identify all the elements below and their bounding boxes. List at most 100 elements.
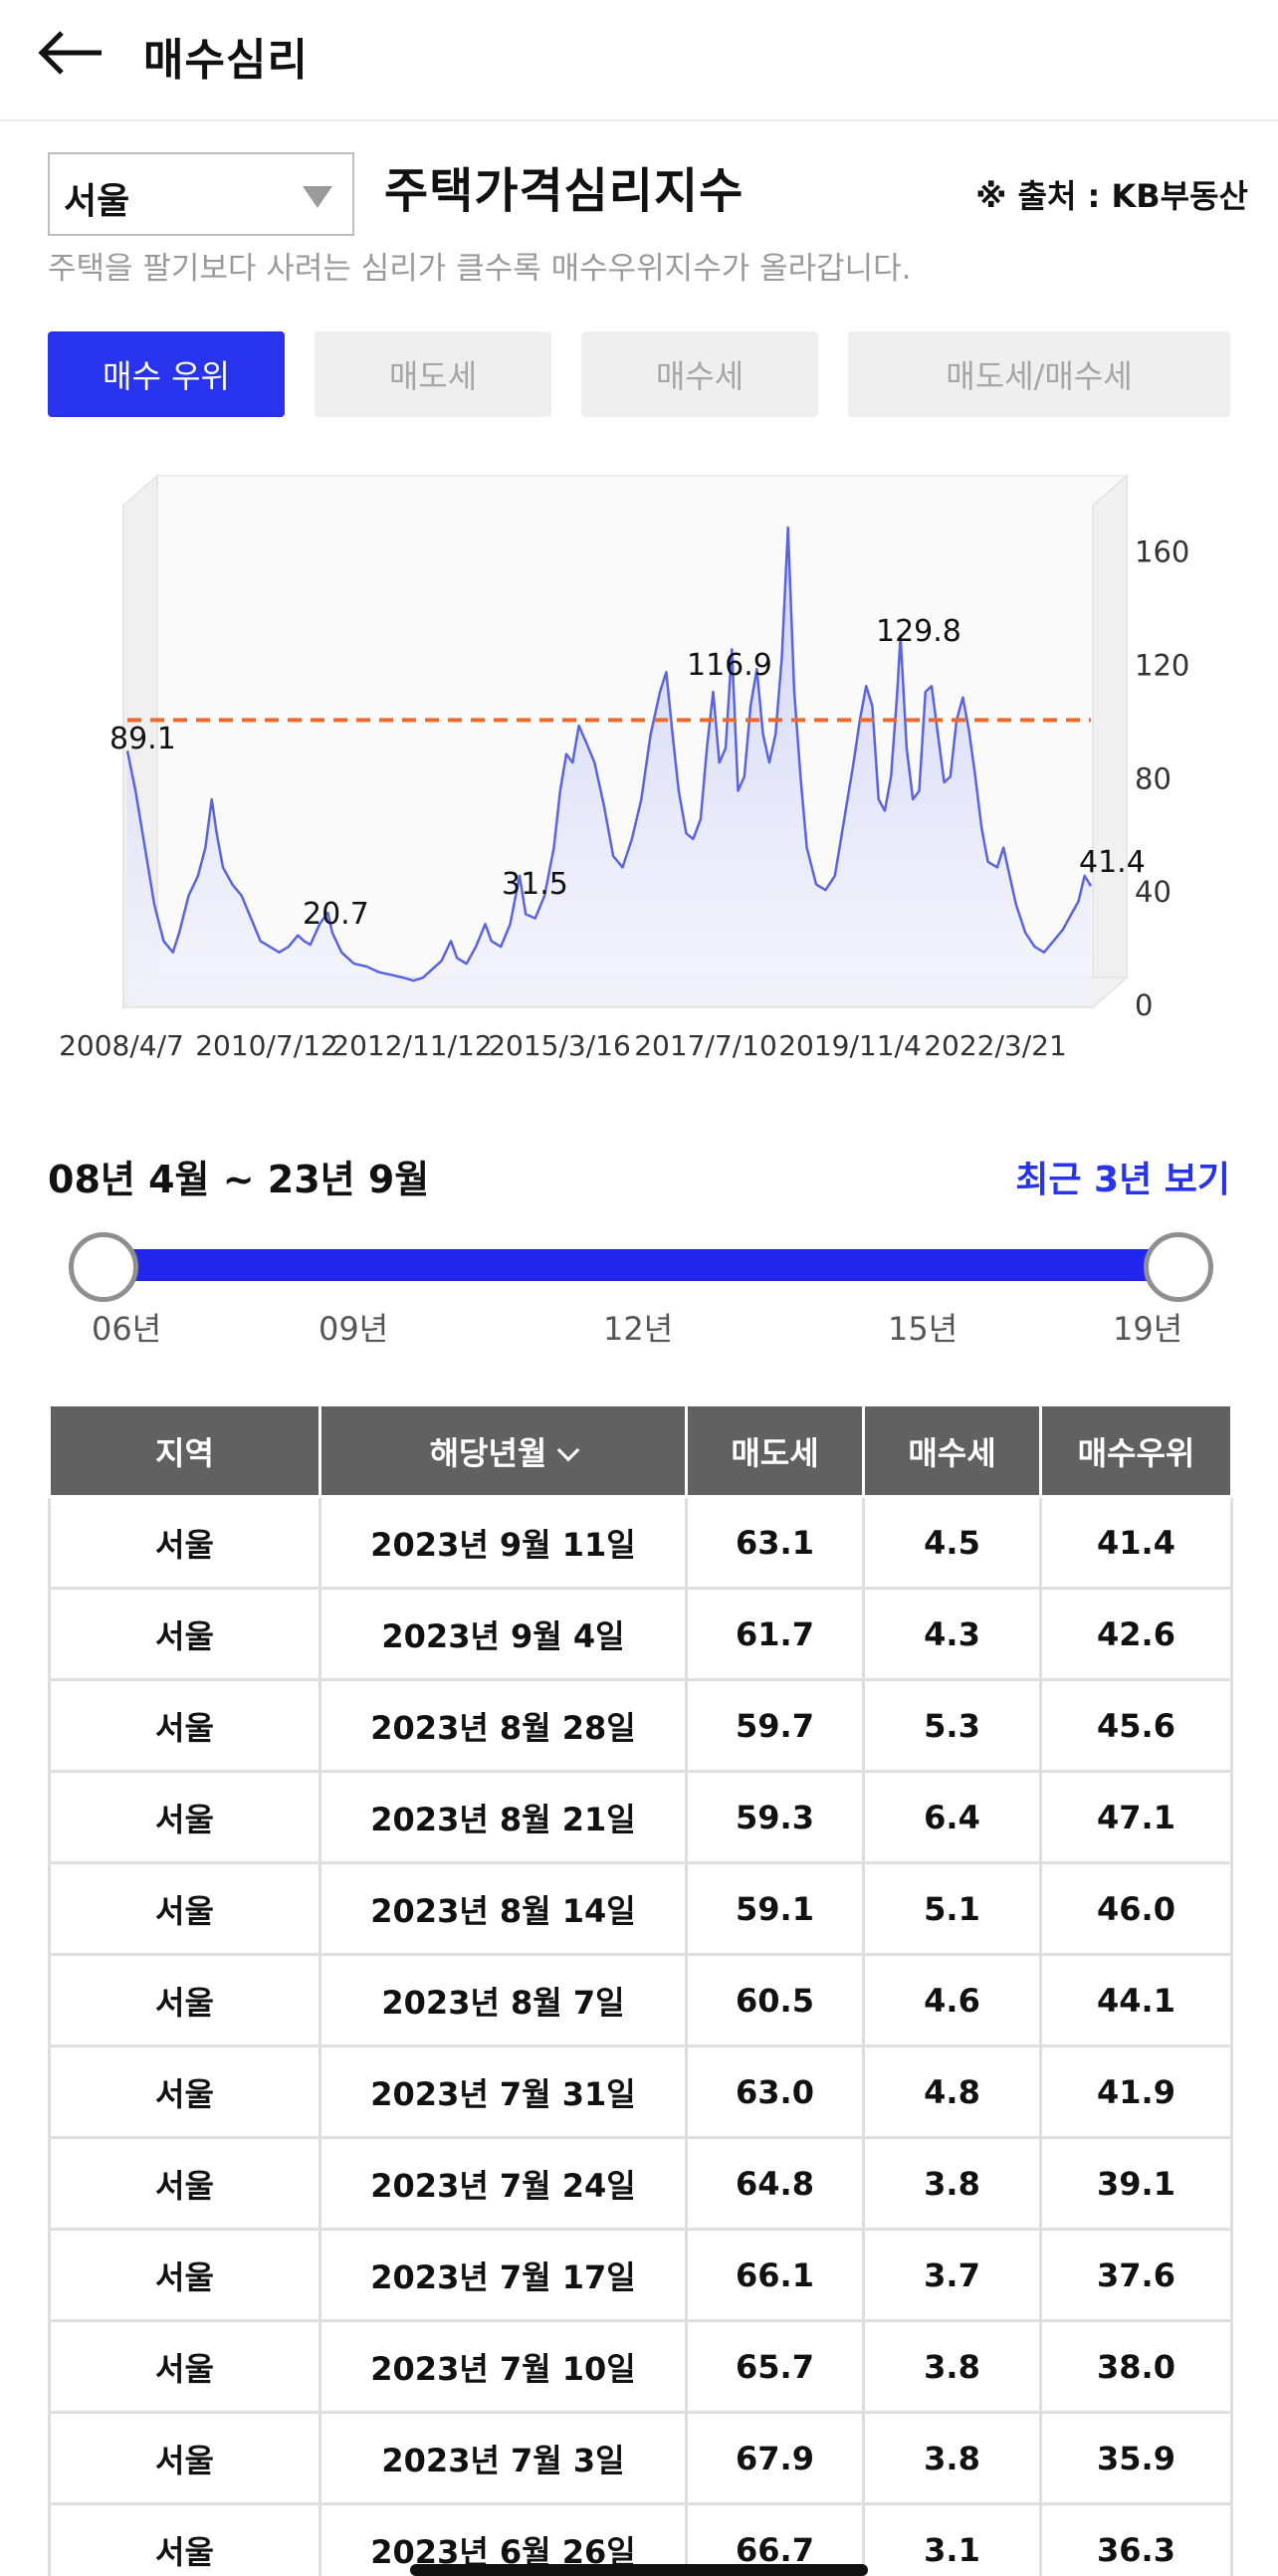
cell-region: 서울 xyxy=(48,2228,321,2322)
subtitle: 주택을 팔기보다 사려는 심리가 클수록 매수우위지수가 올라갑니다. xyxy=(48,251,912,287)
chart-right-wall xyxy=(1092,473,1128,1010)
x-tick-label: 2010/7/12 xyxy=(195,1029,338,1062)
series-area xyxy=(127,527,1091,1003)
region-select-value: 서울 xyxy=(64,181,130,222)
tab-buy[interactable]: 매수세 xyxy=(581,331,818,417)
cell-buy-advantage: 39.1 xyxy=(1039,2136,1233,2231)
table-row: 서울 2023년 7월 24일 64.8 3.8 39.1 xyxy=(48,2136,1233,2231)
table-row: 서울 2023년 9월 4일 61.7 4.3 42.6 xyxy=(48,1587,1233,1681)
data-label: 129.8 xyxy=(876,614,961,649)
cell-sell: 66.7 xyxy=(685,2502,865,2576)
region-select[interactable]: 서울 xyxy=(48,152,354,236)
cell-buy-advantage: 42.6 xyxy=(1039,1587,1233,1681)
cell-buy-advantage: 46.0 xyxy=(1039,1861,1233,1956)
data-label: 41.4 xyxy=(1079,845,1146,880)
cell-region: 서울 xyxy=(48,2319,321,2414)
cell-sell: 67.9 xyxy=(685,2411,865,2505)
y-tick-label: 0 xyxy=(1135,988,1153,1022)
cell-sell: 60.5 xyxy=(685,1953,865,2047)
cell-buy: 3.8 xyxy=(862,2411,1042,2505)
cell-buy: 6.4 xyxy=(862,1770,1042,1864)
table-row: 서울 2023년 7월 17일 66.1 3.7 37.6 xyxy=(48,2228,1233,2322)
cell-region: 서울 xyxy=(48,1770,321,1864)
cell-buy: 3.1 xyxy=(862,2502,1042,2576)
cell-buy: 4.6 xyxy=(862,1953,1042,2047)
cell-date: 2023년 9월 4일 xyxy=(319,1587,688,1681)
cell-region: 서울 xyxy=(48,2502,321,2576)
cell-buy-advantage: 37.6 xyxy=(1039,2228,1233,2322)
col-header-region: 지역 xyxy=(48,1403,321,1498)
table-row: 서울 2023년 8월 7일 60.5 4.6 44.1 xyxy=(48,1953,1233,2047)
x-tick-label: 2015/3/16 xyxy=(488,1029,631,1062)
data-label: 20.7 xyxy=(303,897,369,932)
cell-sell: 59.3 xyxy=(685,1770,865,1864)
col-header-date[interactable]: 해당년월 xyxy=(319,1403,688,1498)
cell-region: 서울 xyxy=(48,1587,321,1681)
home-indicator xyxy=(410,2564,868,2576)
cell-sell: 59.7 xyxy=(685,1678,865,1773)
cell-region: 서울 xyxy=(48,1495,321,1590)
range-slider-start-handle[interactable] xyxy=(69,1232,138,1302)
cell-date: 2023년 8월 28일 xyxy=(319,1678,688,1773)
cell-date: 2023년 7월 10일 xyxy=(319,2319,688,2414)
x-tick-label: 2022/3/21 xyxy=(924,1029,1067,1062)
table-row: 서울 2023년 7월 31일 63.0 4.8 41.9 xyxy=(48,2044,1233,2139)
arrow-left-icon[interactable] xyxy=(38,30,106,76)
col-header-date-label: 해당년월 xyxy=(429,1433,547,1472)
cell-region: 서울 xyxy=(48,1678,321,1773)
cell-sell: 66.1 xyxy=(685,2228,865,2322)
cell-date: 2023년 7월 31일 xyxy=(319,2044,688,2139)
slider-tick-label: 09년 xyxy=(319,1310,389,1348)
cell-buy: 5.1 xyxy=(862,1861,1042,1956)
cell-sell: 65.7 xyxy=(685,2319,865,2414)
x-tick-label: 2012/11/12 xyxy=(331,1029,492,1062)
data-label: 31.5 xyxy=(502,867,568,902)
table-row: 서울 2023년 8월 21일 59.3 6.4 47.1 xyxy=(48,1770,1233,1864)
recent-3-years-link[interactable]: 최근 3년 보기 xyxy=(1015,1160,1230,1200)
cell-buy-advantage: 45.6 xyxy=(1039,1678,1233,1773)
date-range-label: 08년 4월 ~ 23년 9월 xyxy=(48,1158,430,1201)
tab-sell[interactable]: 매도세 xyxy=(315,331,551,417)
page-title: 매수심리 xyxy=(143,35,309,86)
cell-sell: 59.1 xyxy=(685,1861,865,1956)
y-tick-label: 160 xyxy=(1135,536,1189,569)
cell-buy-advantage: 38.0 xyxy=(1039,2319,1233,2414)
table-row: 서울 2023년 8월 28일 59.7 5.3 45.6 xyxy=(48,1678,1233,1773)
cell-buy: 3.8 xyxy=(862,2136,1042,2231)
table-row: 서울 2023년 9월 11일 63.1 4.5 41.4 xyxy=(48,1495,1233,1590)
top-bar: 매수심리 xyxy=(0,0,1278,121)
col-header-sell: 매도세 xyxy=(685,1403,865,1498)
y-tick-label: 80 xyxy=(1135,761,1172,795)
cell-buy: 3.7 xyxy=(862,2228,1042,2322)
range-slider-end-handle[interactable] xyxy=(1144,1232,1213,1302)
cell-buy: 4.5 xyxy=(862,1495,1042,1590)
y-tick-label: 120 xyxy=(1135,649,1189,683)
chevron-down-icon xyxy=(557,1438,580,1461)
index-title: 주택가격심리지수 xyxy=(384,163,745,219)
triangle-down-icon xyxy=(303,186,332,208)
cell-buy-advantage: 41.9 xyxy=(1039,2044,1233,2139)
cell-region: 서울 xyxy=(48,2136,321,2231)
cell-buy: 5.3 xyxy=(862,1678,1042,1773)
table-row: 서울 2023년 7월 3일 67.9 3.8 35.9 xyxy=(48,2411,1233,2505)
x-tick-label: 2017/7/10 xyxy=(634,1029,777,1062)
tab-buy-advantage[interactable]: 매수 우위 xyxy=(48,331,285,417)
y-tick-label: 40 xyxy=(1135,875,1172,909)
range-slider-track[interactable] xyxy=(104,1249,1178,1281)
slider-tick-label: 06년 xyxy=(92,1310,162,1348)
cell-buy-advantage: 41.4 xyxy=(1039,1495,1233,1590)
table-row: 서울 2023년 6월 26일 66.7 3.1 36.3 xyxy=(48,2502,1233,2576)
slider-tick-label: 12년 xyxy=(603,1310,674,1348)
cell-date: 2023년 7월 17일 xyxy=(319,2228,688,2322)
data-label: 116.9 xyxy=(687,648,772,683)
cell-sell: 63.0 xyxy=(685,2044,865,2139)
table-row: 서울 2023년 8월 14일 59.1 5.1 46.0 xyxy=(48,1861,1233,1956)
cell-buy-advantage: 44.1 xyxy=(1039,1953,1233,2047)
cell-buy-advantage: 47.1 xyxy=(1039,1770,1233,1864)
data-table: 지역 해당년월 매도세 매수세 매수우위 서울 2023년 9월 11일 63.1 4… xyxy=(48,1403,1233,2576)
tab-sell-buy[interactable]: 매도세/매수세 xyxy=(848,331,1230,417)
cell-sell: 61.7 xyxy=(685,1587,865,1681)
cell-date: 2023년 8월 7일 xyxy=(319,1953,688,2047)
col-header-buy-advantage: 매수우위 xyxy=(1039,1403,1233,1498)
